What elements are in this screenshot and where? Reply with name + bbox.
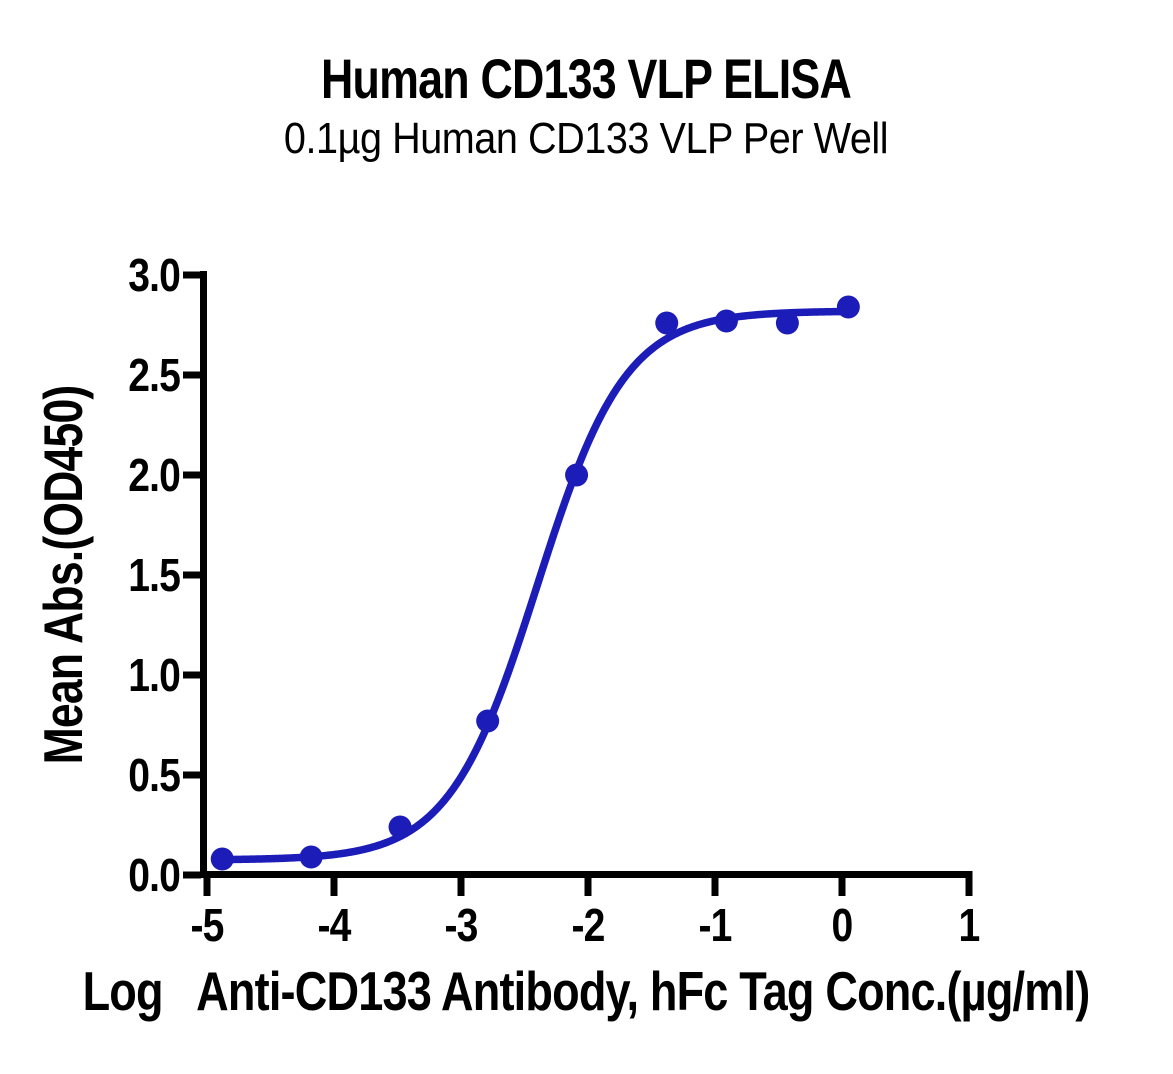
x-axis-label: Log Anti-CD133 Antibody, hFc Tag Conc.(µ… xyxy=(83,960,1090,1022)
x-tick-label: -5 xyxy=(190,900,223,952)
data-point xyxy=(775,311,799,335)
y-axis-label: Mean Abs.(OD450) xyxy=(33,386,95,765)
data-point xyxy=(476,709,500,733)
data-point xyxy=(655,311,679,335)
y-tick-label: 3.0 xyxy=(128,250,180,302)
data-point xyxy=(836,295,860,319)
fit-curve xyxy=(218,307,853,864)
data-point xyxy=(210,847,234,871)
x-tick-label: 1 xyxy=(959,900,980,952)
x-tick-label: -1 xyxy=(698,900,731,952)
data-points xyxy=(210,295,860,871)
x-tick-label: -4 xyxy=(317,900,351,952)
y-tick-label: 2.0 xyxy=(128,450,180,502)
y-tick-label: 1.0 xyxy=(128,650,180,702)
fit-curve-group xyxy=(218,307,853,864)
tick-labels: -5 -4 -3 -2 -1 0 1 0.0 0.5 1.0 1.5 2.0 2.5 3.0 xyxy=(128,250,980,952)
data-point xyxy=(714,309,738,333)
y-tick-label: 0.5 xyxy=(128,750,180,802)
chart-title: Human CD133 VLP ELISA xyxy=(321,47,851,110)
y-tick-label: 0.0 xyxy=(128,850,180,902)
y-tick-label: 1.5 xyxy=(128,550,180,602)
data-point xyxy=(388,815,412,839)
x-tick-label: -3 xyxy=(444,900,477,952)
data-point xyxy=(565,463,589,487)
y-tick-label: 2.5 xyxy=(128,350,180,402)
data-point xyxy=(299,845,323,869)
axes xyxy=(183,271,973,896)
x-tick-label: 0 xyxy=(832,900,853,952)
chart-subtitle: 0.1µg Human CD133 VLP Per Well xyxy=(284,113,888,162)
x-tick-label: -2 xyxy=(571,900,604,952)
